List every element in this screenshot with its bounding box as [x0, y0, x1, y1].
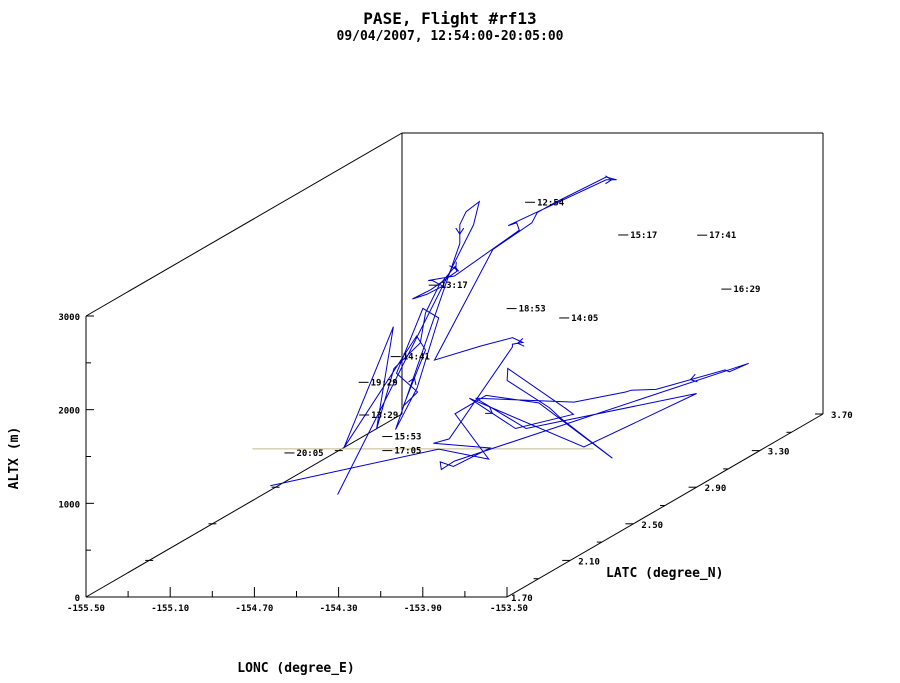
- axes-frame: [85, 132, 824, 598]
- direction-arrow: [485, 406, 494, 414]
- y-tick-label: 3.70: [831, 411, 853, 421]
- z-axis-label: ALTX (m): [7, 427, 22, 490]
- chart-subtitle: 09/04/2007, 12:54:00-20:05:00: [337, 29, 564, 44]
- x-tick-label: -154.30: [320, 604, 358, 614]
- time-label: 15:53: [394, 433, 421, 443]
- x-tick-label: -153.50: [490, 604, 528, 614]
- z-tick-label: 3000: [58, 313, 80, 323]
- direction-arrow: [605, 175, 613, 185]
- y-axis-label: LATC (degree_N): [606, 566, 723, 581]
- time-label: 17:05: [394, 447, 421, 457]
- time-label: 20:05: [296, 449, 323, 459]
- time-label: 14:05: [571, 314, 598, 324]
- x-tick-label: -155.50: [67, 604, 105, 614]
- time-label: 19:29: [371, 378, 398, 388]
- floor-left-edge: [85, 413, 403, 598]
- z-axis-ticks: 0 1000 2000 3000: [58, 313, 94, 604]
- y-tick-label: 2.50: [641, 521, 663, 531]
- flight-track-line: [270, 176, 749, 495]
- time-label: 17:41: [709, 231, 736, 241]
- x-tick-label: -153.90: [404, 604, 442, 614]
- direction-arrow: [455, 227, 465, 235]
- direction-arrow: [689, 373, 698, 383]
- direction-arrow: [516, 337, 525, 347]
- z-tick-label: 1000: [58, 500, 80, 510]
- time-label: 13:17: [441, 281, 468, 291]
- y-axis-ticks: 1.70 2.10 2.50 2.90 3.30 3.70: [145, 411, 853, 604]
- x-tick-label: -155.10: [151, 604, 189, 614]
- time-label: 18:53: [519, 305, 546, 315]
- flight-track-group: [270, 175, 749, 495]
- time-label: 15:17: [630, 231, 657, 241]
- z-tick-label: 2000: [58, 407, 80, 417]
- direction-arrow: [449, 261, 457, 270]
- y-tick-label: 3.30: [768, 448, 790, 458]
- x-tick-label: -154.70: [235, 604, 273, 614]
- top-left-edge: [85, 132, 403, 317]
- time-label: 14:41: [403, 353, 430, 363]
- x-axis-ticks: -155.50 -155.10 -154.70 -154.30 -153.90 -153.…: [67, 587, 528, 614]
- y-tick-label: 2.90: [705, 484, 727, 494]
- time-label: 12:54: [537, 198, 565, 208]
- y-tick-label: 2.10: [578, 557, 600, 567]
- time-label: 16:29: [733, 285, 760, 295]
- x-axis-label: LONC (degree_E): [237, 661, 354, 676]
- chart-title: PASE, Flight #rf13: [363, 9, 536, 28]
- time-labels: 12:54 15:17 17:41 13:17 16:29 18:53 14:05 20:05…: [284, 198, 760, 459]
- z-tick-label: 0: [75, 594, 80, 604]
- time-label: 13:29: [371, 411, 398, 421]
- y-tick-label: 1.70: [511, 594, 533, 604]
- direction-arrow: [408, 377, 417, 386]
